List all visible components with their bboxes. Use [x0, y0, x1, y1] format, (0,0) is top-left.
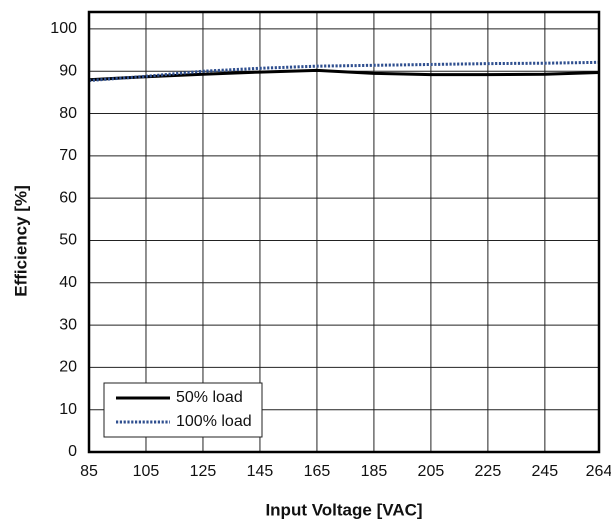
y-tick-label: 100	[50, 20, 77, 37]
plot-frame	[87, 10, 601, 454]
y-tick-label: 60	[59, 189, 77, 206]
y-tick-label: 90	[59, 62, 77, 79]
x-tick-label: 264	[586, 463, 611, 480]
y-axis-title: Efficiency [%]	[11, 185, 30, 296]
x-tick-label: 105	[133, 463, 160, 480]
legend-label: 50% load	[176, 389, 243, 406]
x-tick-label: 205	[418, 463, 445, 480]
x-tick-label: 125	[190, 463, 217, 480]
x-tick-label: 165	[304, 463, 331, 480]
y-tick-label: 10	[59, 401, 77, 418]
y-tick-label: 40	[59, 274, 77, 291]
x-tick-label: 145	[247, 463, 274, 480]
y-tick-label: 20	[59, 359, 77, 376]
x-tick-label: 245	[532, 463, 559, 480]
x-tick-label: 185	[361, 463, 388, 480]
series-line	[88, 68, 600, 82]
x-tick-label: 225	[475, 463, 502, 480]
series-line	[88, 60, 600, 83]
y-tick-label: 0	[68, 443, 77, 460]
legend-label: 100% load	[176, 413, 252, 430]
y-tick-label: 30	[59, 316, 77, 333]
x-tick-label: 85	[80, 463, 98, 480]
y-tick-label: 80	[59, 105, 77, 122]
y-tick-label: 70	[59, 147, 77, 164]
legend-box	[103, 382, 263, 438]
y-tick-label: 50	[59, 232, 77, 249]
x-axis-title: Input Voltage [VAC]	[265, 500, 422, 519]
